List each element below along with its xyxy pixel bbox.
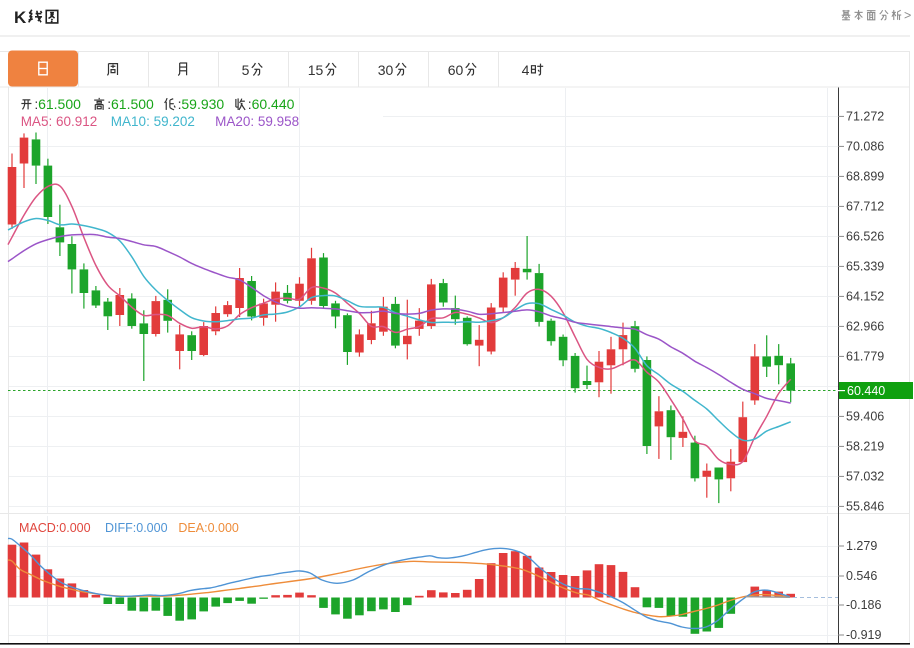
svg-text:4: 4 bbox=[522, 62, 530, 78]
svg-text:67.712: 67.712 bbox=[846, 200, 884, 214]
svg-text:K: K bbox=[14, 8, 27, 27]
svg-text:>: > bbox=[904, 9, 911, 23]
svg-text:57.032: 57.032 bbox=[846, 470, 884, 484]
svg-text:DIFF:0.000: DIFF:0.000 bbox=[105, 521, 168, 535]
svg-text:-0.919: -0.919 bbox=[846, 628, 881, 642]
svg-text:55.846: 55.846 bbox=[846, 500, 884, 514]
svg-text:60.440: 60.440 bbox=[252, 96, 295, 112]
svg-text::: : bbox=[248, 96, 252, 112]
svg-text:5: 5 bbox=[242, 62, 250, 78]
svg-text:MA5: 60.912: MA5: 60.912 bbox=[21, 114, 98, 129]
svg-text:62.966: 62.966 bbox=[846, 320, 884, 334]
svg-text:61.500: 61.500 bbox=[111, 96, 154, 112]
svg-text:61.500: 61.500 bbox=[38, 96, 81, 112]
svg-text::: : bbox=[107, 96, 111, 112]
svg-text:60.440: 60.440 bbox=[847, 384, 885, 398]
svg-text:71.272: 71.272 bbox=[846, 110, 884, 124]
svg-text:64.152: 64.152 bbox=[846, 290, 884, 304]
svg-text:58.219: 58.219 bbox=[846, 440, 884, 454]
svg-text:30: 30 bbox=[378, 62, 394, 78]
svg-text:60: 60 bbox=[448, 62, 464, 78]
svg-text::: : bbox=[178, 96, 182, 112]
svg-text:-0.186: -0.186 bbox=[846, 598, 881, 612]
svg-text:MA10: 59.202: MA10: 59.202 bbox=[111, 114, 195, 129]
svg-text:MA20: 59.958: MA20: 59.958 bbox=[215, 114, 299, 129]
svg-text:59.930: 59.930 bbox=[181, 96, 224, 112]
svg-text:61.779: 61.779 bbox=[846, 350, 884, 364]
svg-text:15: 15 bbox=[308, 62, 324, 78]
svg-text:DEA:0.000: DEA:0.000 bbox=[178, 521, 239, 535]
svg-text:70.086: 70.086 bbox=[846, 140, 884, 154]
svg-text:0.546: 0.546 bbox=[846, 569, 877, 583]
svg-text:68.899: 68.899 bbox=[846, 170, 884, 184]
svg-text:59.406: 59.406 bbox=[846, 410, 884, 424]
svg-text::: : bbox=[34, 96, 38, 112]
svg-text:66.526: 66.526 bbox=[846, 230, 884, 244]
svg-text:65.339: 65.339 bbox=[846, 260, 884, 274]
svg-text:1.279: 1.279 bbox=[846, 539, 877, 553]
svg-text:MACD:0.000: MACD:0.000 bbox=[19, 521, 91, 535]
